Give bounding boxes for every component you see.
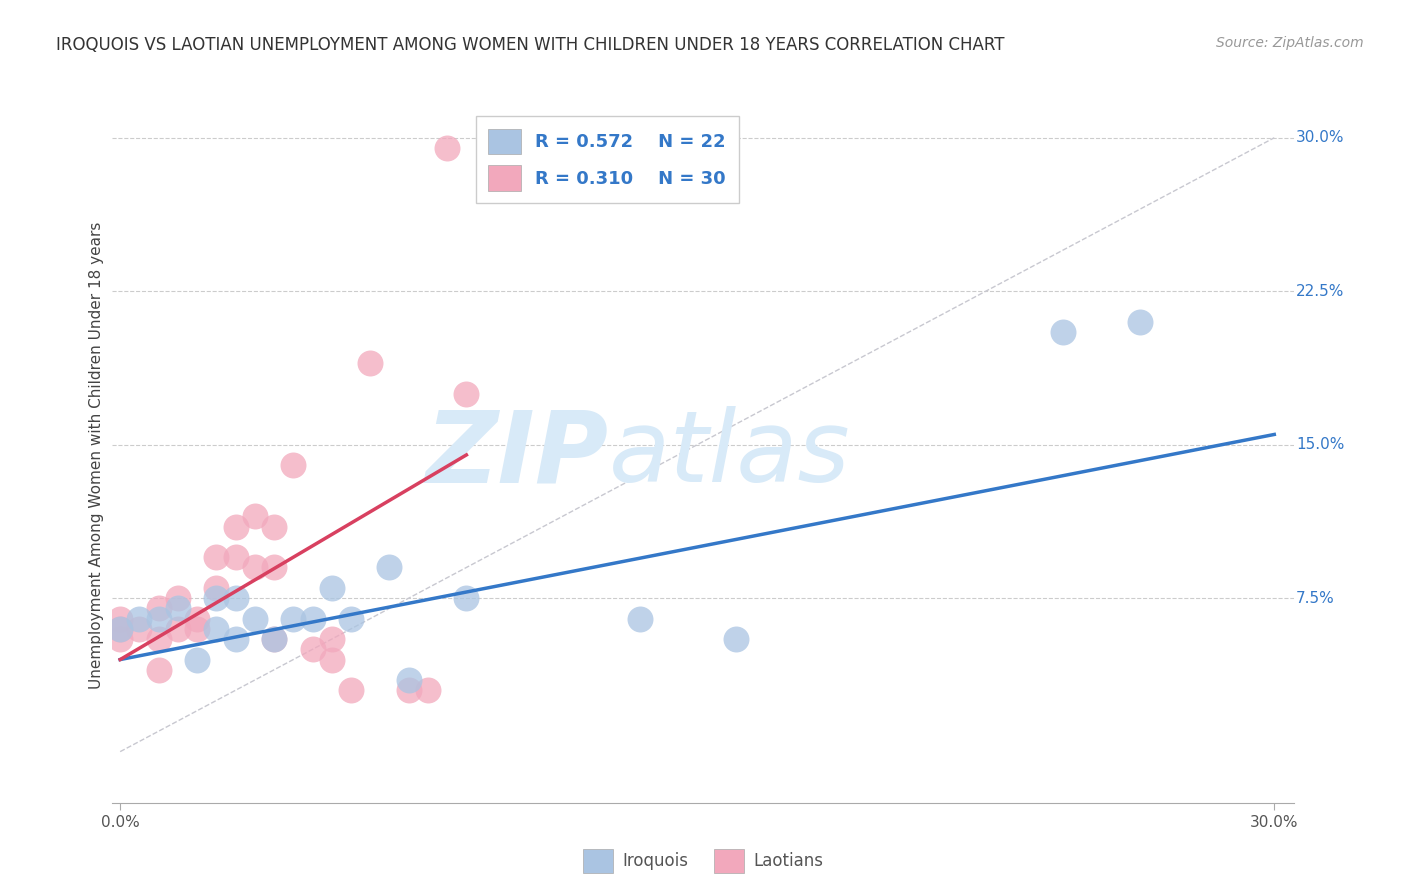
Point [263,632,285,646]
Text: 15.0%: 15.0% [1296,437,1344,452]
Point [205,581,228,595]
Point [321,581,343,595]
Point [225,550,247,565]
Point [148,632,170,646]
Point [108,632,131,646]
Point [628,612,651,626]
Point [301,642,323,657]
Point [398,683,420,698]
Point [205,622,228,636]
Point [225,519,247,533]
Point [340,612,363,626]
Point [1129,315,1152,329]
Text: Source: ZipAtlas.com: Source: ZipAtlas.com [1216,36,1364,50]
Point [456,591,478,606]
Point [263,632,285,646]
Point [148,612,170,626]
Point [225,591,247,606]
Point [321,652,343,666]
Point [398,673,420,687]
Text: atlas: atlas [609,407,851,503]
Point [205,591,228,606]
Point [148,601,170,615]
Point [456,386,478,401]
Point [283,458,305,472]
Text: 30.0%: 30.0% [1296,130,1344,145]
Point [186,652,208,666]
Point [186,612,208,626]
Legend: R = 0.572    N = 22, R = 0.310    N = 30: R = 0.572 N = 22, R = 0.310 N = 30 [475,116,738,203]
Point [148,663,170,677]
Point [108,612,131,626]
Text: 22.5%: 22.5% [1296,284,1344,299]
Point [1052,325,1074,339]
Point [359,356,381,370]
Point [283,612,305,626]
Point [205,550,228,565]
Legend: Iroquois, Laotians: Iroquois, Laotians [576,842,830,880]
Text: IROQUOIS VS LAOTIAN UNEMPLOYMENT AMONG WOMEN WITH CHILDREN UNDER 18 YEARS CORREL: IROQUOIS VS LAOTIAN UNEMPLOYMENT AMONG W… [56,36,1005,54]
Point [416,683,439,698]
Point [724,632,747,646]
Point [128,622,150,636]
Point [128,612,150,626]
Point [321,632,343,646]
Point [108,622,131,636]
Text: ZIP: ZIP [426,407,609,503]
Text: 7.5%: 7.5% [1296,591,1334,606]
Point [243,509,266,524]
Point [263,560,285,574]
Point [436,141,458,155]
Point [301,612,323,626]
Point [243,612,266,626]
Point [186,622,208,636]
Point [167,601,190,615]
Point [167,591,190,606]
Point [263,519,285,533]
Point [340,683,363,698]
Point [243,560,266,574]
Point [167,622,190,636]
Point [108,622,131,636]
Point [225,632,247,646]
Point [378,560,401,574]
Y-axis label: Unemployment Among Women with Children Under 18 years: Unemployment Among Women with Children U… [89,221,104,689]
